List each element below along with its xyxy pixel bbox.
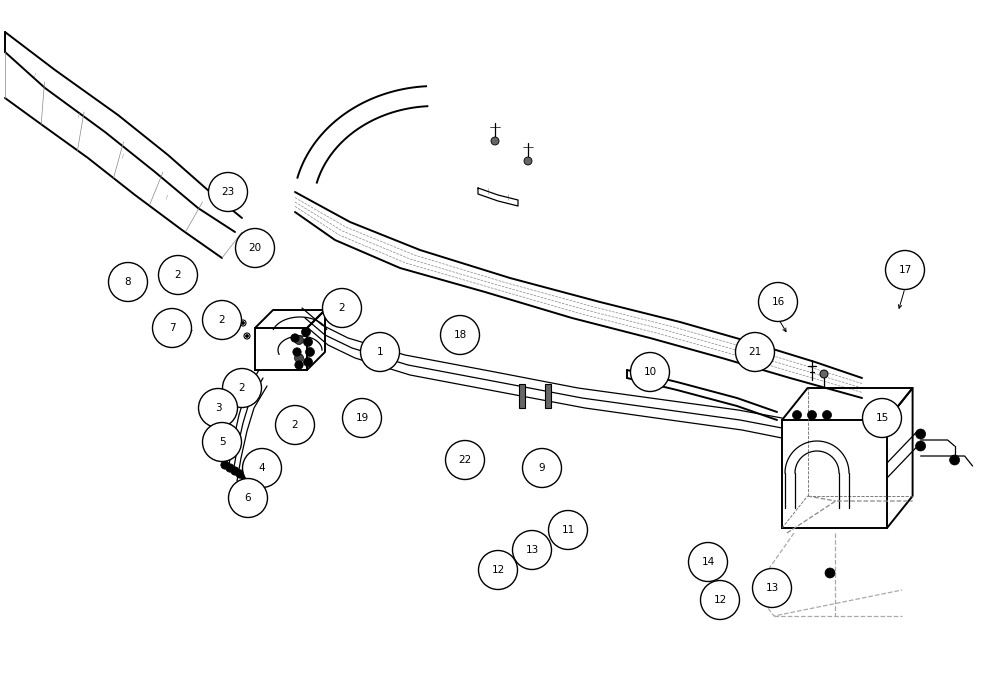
Circle shape [236,470,244,478]
Text: /: / [166,194,168,199]
Text: 9: 9 [539,463,545,473]
Circle shape [241,322,244,324]
Bar [519,384,525,408]
Circle shape [512,530,552,569]
Text: 2: 2 [239,383,245,393]
Text: 14: 14 [701,557,715,567]
Circle shape [522,449,562,488]
Text: 11: 11 [561,525,575,535]
Circle shape [304,337,312,347]
Circle shape [240,320,246,326]
Circle shape [753,568,792,607]
Circle shape [916,429,926,439]
Text: 21: 21 [748,347,762,357]
Circle shape [886,250,925,290]
Text: 1: 1 [377,347,383,357]
Circle shape [360,333,400,371]
Circle shape [228,479,268,517]
Text: 2: 2 [292,420,298,430]
Text: 20: 20 [248,243,262,253]
Circle shape [491,137,499,145]
Circle shape [236,228,274,267]
Text: 7: 7 [169,323,175,333]
Circle shape [302,328,310,337]
Circle shape [242,449,282,488]
Circle shape [631,352,670,392]
Circle shape [862,398,902,437]
Circle shape [950,455,960,465]
Text: /: / [34,72,36,78]
Circle shape [152,309,192,347]
Circle shape [688,543,728,581]
Circle shape [294,354,304,362]
Circle shape [306,347,314,356]
Circle shape [222,369,262,407]
Text: 18: 18 [453,330,467,340]
Circle shape [548,511,588,549]
Text: 4: 4 [259,463,265,473]
Circle shape [825,568,835,578]
Text: 12: 12 [713,595,727,605]
Text: 13: 13 [525,545,539,555]
Circle shape [295,361,303,369]
Circle shape [108,262,148,301]
Circle shape [221,461,229,469]
Text: 19: 19 [355,413,369,423]
Circle shape [226,464,234,472]
Text: 5: 5 [219,437,225,447]
Circle shape [823,411,832,420]
Text: /: / [78,113,80,118]
Text: 2: 2 [219,315,225,325]
Circle shape [916,441,926,451]
Text: 17: 17 [898,265,912,275]
Text: 3: 3 [215,403,221,413]
Circle shape [820,370,828,378]
Circle shape [478,551,518,590]
Bar [545,384,551,408]
Text: 2: 2 [175,270,181,280]
Circle shape [241,473,249,481]
Circle shape [440,316,479,354]
Circle shape [304,358,312,367]
Circle shape [276,405,314,445]
Text: 13: 13 [765,583,779,593]
Circle shape [231,466,239,475]
Circle shape [202,301,242,339]
Circle shape [198,388,238,428]
Text: /: / [122,154,124,158]
Circle shape [208,173,247,211]
Text: 22: 22 [458,455,472,465]
Circle shape [736,333,774,371]
Text: 10: 10 [643,367,657,377]
Circle shape [322,288,362,328]
Text: 16: 16 [771,297,785,307]
Circle shape [294,335,304,345]
Circle shape [808,411,817,420]
Circle shape [700,581,740,619]
Text: 23: 23 [221,187,235,197]
Circle shape [158,256,198,294]
Circle shape [445,441,485,479]
Circle shape [293,347,301,356]
Text: 15: 15 [875,413,889,423]
Circle shape [342,398,382,437]
Text: 2: 2 [339,303,345,313]
Circle shape [245,335,248,337]
Text: 12: 12 [491,565,505,575]
Text: 6: 6 [245,493,251,503]
Circle shape [793,411,802,420]
Circle shape [524,157,532,165]
Circle shape [291,334,299,342]
Circle shape [759,282,798,322]
Circle shape [244,333,250,339]
Circle shape [202,422,242,462]
Text: 8: 8 [125,277,131,287]
